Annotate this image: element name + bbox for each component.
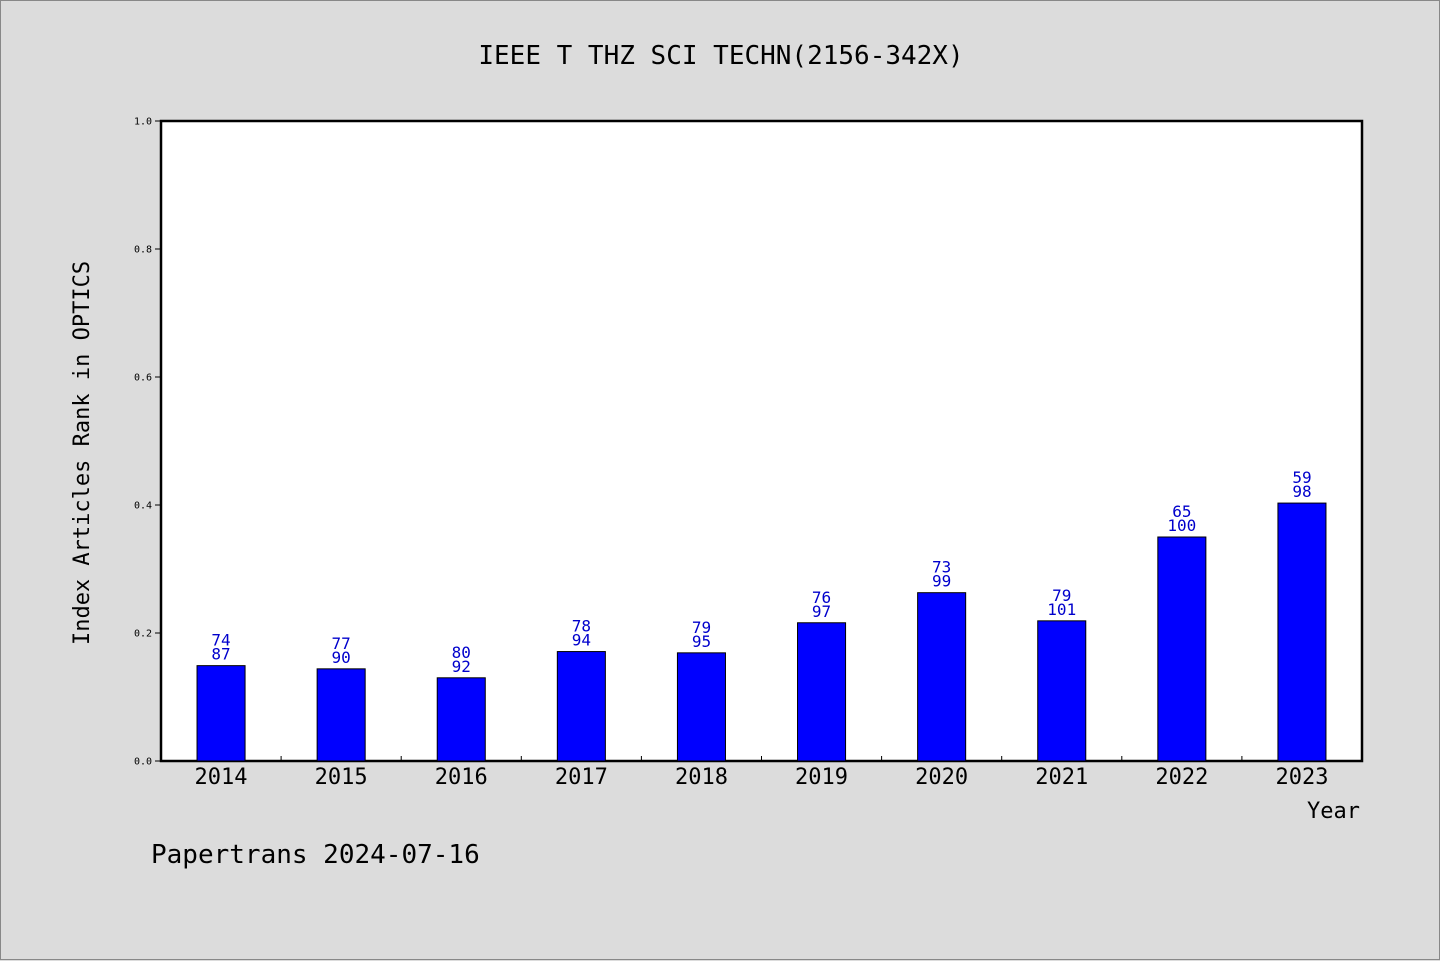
x-tick-label: 2022 — [1155, 765, 1208, 790]
total-label: 90 — [332, 648, 351, 667]
y-tick-label: 0.2 — [134, 629, 152, 640]
total-label: 99 — [932, 572, 951, 591]
bar-2021 — [1037, 620, 1087, 762]
rank-label: 76 — [812, 588, 831, 607]
y-axis-ticks: 0.0 0.2 0.4 0.6 0.8 1.0 — [134, 117, 161, 768]
bar-2015 — [316, 668, 366, 762]
rank-label: 79 — [1052, 586, 1071, 605]
rank-label: 80 — [452, 643, 471, 662]
bar-2018 — [676, 652, 726, 762]
total-label: 92 — [452, 657, 471, 676]
rank-label: 65 — [1172, 502, 1191, 521]
bar-2020 — [917, 592, 967, 762]
x-tick-label: 2019 — [795, 765, 848, 790]
rank-label: 77 — [332, 634, 351, 653]
y-axis-label: Index Articles Rank in OPTICS — [70, 261, 95, 645]
total-label: 97 — [812, 602, 831, 621]
y-tick-label: 1.0 — [134, 117, 152, 128]
footer-text: Papertrans 2024-07-16 — [151, 840, 480, 870]
x-axis-ticks: 2014 2015 2016 2017 2018 2019 2020 2021 2022 2023 — [195, 756, 1328, 790]
bar-2014 — [196, 665, 246, 762]
x-tick-label: 2023 — [1275, 765, 1328, 790]
x-axis-label: Year — [1307, 799, 1360, 824]
x-tick-label: 2018 — [675, 765, 728, 790]
total-label: 101 — [1047, 600, 1076, 619]
x-tick-label: 2015 — [315, 765, 368, 790]
x-tick-label: 2021 — [1035, 765, 1088, 790]
total-label: 100 — [1167, 516, 1196, 535]
total-label: 95 — [692, 632, 711, 651]
bar-2019 — [797, 622, 847, 762]
bar-2023 — [1277, 502, 1327, 762]
total-label: 98 — [1292, 482, 1311, 501]
x-tick-label: 2016 — [435, 765, 488, 790]
y-tick-label: 0.6 — [134, 373, 152, 384]
rank-label: 79 — [692, 618, 711, 637]
chart-title: IEEE T THZ SCI TECHN(2156-342X) — [478, 41, 963, 71]
bar-2016 — [436, 677, 486, 762]
rank-label: 73 — [932, 558, 951, 577]
x-tick-label: 2020 — [915, 765, 968, 790]
total-label: 87 — [211, 645, 230, 664]
x-tick-label: 2014 — [195, 765, 248, 790]
y-tick-label: 0.8 — [134, 245, 152, 256]
total-label: 94 — [572, 631, 591, 650]
rank-label: 59 — [1292, 468, 1311, 487]
bar-2022 — [1157, 536, 1207, 762]
rank-label: 78 — [572, 617, 591, 636]
x-tick-label: 2017 — [555, 765, 608, 790]
rank-label: 74 — [211, 631, 230, 650]
y-tick-label: 0.4 — [134, 501, 152, 512]
y-tick-label: 0.0 — [134, 757, 152, 768]
bar-2017 — [556, 651, 606, 762]
